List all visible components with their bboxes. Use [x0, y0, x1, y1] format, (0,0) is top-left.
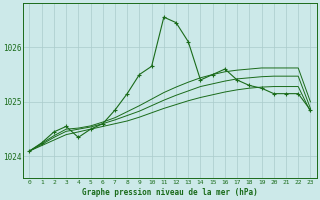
X-axis label: Graphe pression niveau de la mer (hPa): Graphe pression niveau de la mer (hPa) [82, 188, 258, 197]
